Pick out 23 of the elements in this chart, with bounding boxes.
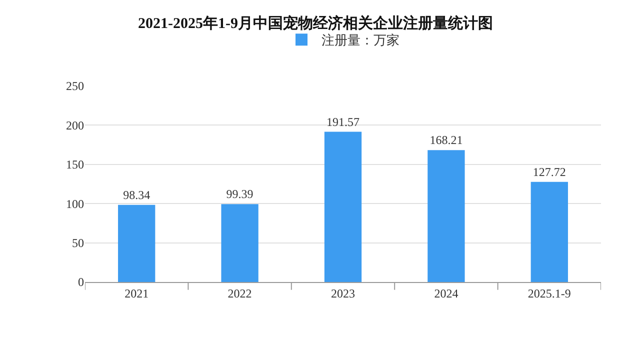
y-tick-label: 150 xyxy=(66,158,84,172)
x-tick-label: 2021 xyxy=(124,286,149,300)
data-label: 168.21 xyxy=(430,133,463,148)
y-tick-label: 0 xyxy=(78,275,84,290)
x-tick-label: 2022 xyxy=(228,286,252,300)
legend-label: 注册量：万家 xyxy=(322,32,400,48)
chart-title: 2021-2025年1-9月中国宠物经济相关企业注册量统计图 xyxy=(138,14,493,32)
x-tick-label: 2023 xyxy=(331,286,355,300)
data-label: 98.34 xyxy=(123,188,150,202)
y-tick-label: 50 xyxy=(72,236,84,250)
data-label: 191.57 xyxy=(326,114,360,129)
bar xyxy=(530,182,568,282)
bar xyxy=(221,204,258,282)
bar xyxy=(324,132,362,282)
bar xyxy=(428,150,465,282)
data-label: 99.39 xyxy=(226,187,254,202)
y-tick-label: 250 xyxy=(66,79,84,94)
x-tick-label: 2024 xyxy=(434,286,458,300)
y-tick-label: 100 xyxy=(66,196,84,211)
x-tick-label: 2025.1-9 xyxy=(528,286,571,300)
data-label: 127.72 xyxy=(532,164,566,179)
y-tick-label: 200 xyxy=(66,118,84,132)
bar xyxy=(118,204,156,282)
